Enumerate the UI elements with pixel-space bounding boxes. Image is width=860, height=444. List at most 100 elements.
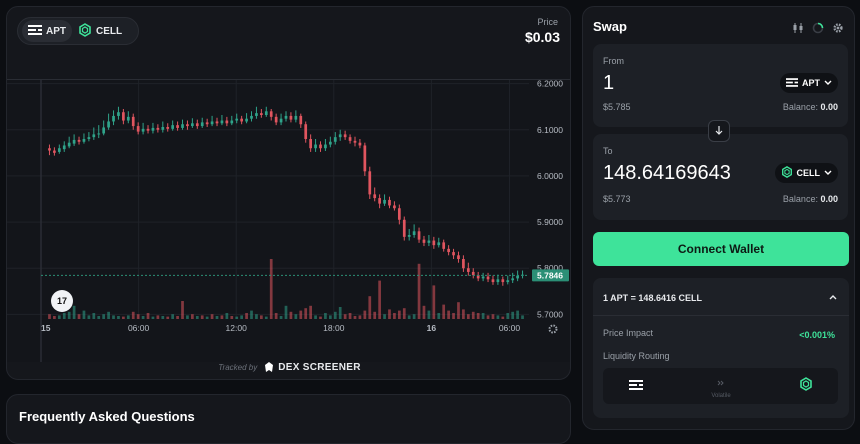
candle-body: [407, 235, 411, 237]
candle-body: [476, 275, 480, 279]
to-label: To: [603, 146, 613, 156]
to-token-select[interactable]: CELL: [774, 163, 838, 183]
volume-bar: [240, 315, 244, 319]
candle-body: [442, 242, 446, 249]
volume-bar: [393, 313, 396, 319]
volume-bar: [279, 316, 283, 319]
candle-body: [496, 279, 500, 283]
candle-body: [304, 124, 308, 139]
candle-body: [117, 112, 120, 116]
volume-bar: [245, 313, 248, 319]
chevron-up-icon[interactable]: [827, 290, 839, 308]
swap-title: Swap: [593, 19, 627, 34]
volume-bar: [511, 311, 515, 319]
candle-body: [314, 144, 317, 149]
candle-body: [373, 194, 377, 199]
candles-icon[interactable]: [792, 21, 804, 39]
volume-bar: [501, 316, 505, 319]
candle-body: [161, 127, 165, 130]
candle-body: [230, 120, 234, 124]
candle-body: [269, 111, 273, 117]
volume-bar: [102, 314, 106, 319]
volume-bar: [304, 308, 308, 319]
volume-bar: [146, 313, 150, 319]
candlestick-chart[interactable]: 6.2000 6.1000 6.0000 5.9000 5.8000 5.7000 15 06…: [7, 79, 570, 362]
volume-bar: [107, 311, 110, 319]
candle-body: [215, 121, 219, 124]
rate-row[interactable]: 1 APT = 148.6416 CELL: [593, 278, 849, 316]
candle-body: [319, 144, 322, 149]
volume-bar: [442, 304, 446, 319]
x-tick-label: 18:00: [323, 323, 345, 333]
dexscreener-logo[interactable]: DEX SCREENER: [263, 361, 361, 373]
candle-body: [62, 145, 66, 150]
candle-body: [397, 208, 401, 220]
candle-body: [67, 142, 71, 147]
volume-bar: [324, 313, 327, 319]
volume-bar: [353, 316, 357, 319]
pair-base[interactable]: APT: [22, 20, 72, 42]
faq-panel: Frequently Asked Questions: [6, 394, 571, 444]
from-box: From 1 APT $5.785 Balance: 0.00: [593, 44, 848, 127]
exchange-rate: 1 APT = 148.6416 CELL: [603, 293, 702, 303]
volume-bar: [466, 314, 470, 319]
chevron-down-icon: [824, 78, 832, 88]
candle-body: [383, 199, 386, 204]
candle-body: [471, 271, 475, 276]
swap-direction-button[interactable]: [708, 120, 730, 142]
volume-bar: [496, 315, 500, 319]
candle-body: [393, 205, 396, 209]
from-token-label: APT: [802, 78, 820, 88]
candle-body: [146, 128, 150, 131]
x-tick-label: 06:00: [128, 323, 150, 333]
candle-body: [388, 199, 391, 206]
volume-bar: [447, 310, 450, 319]
from-balance-label: Balance:: [782, 102, 818, 112]
candle-body: [378, 198, 381, 204]
volume-bar: [338, 307, 342, 319]
tracked-by-label: Tracked by: [218, 362, 258, 372]
candle-body: [422, 239, 426, 243]
candle-body: [186, 124, 189, 127]
volume-bar: [48, 314, 51, 319]
candle-body: [417, 231, 421, 240]
candle-body: [195, 123, 199, 127]
volume-bar: [521, 315, 524, 319]
gear-icon[interactable]: [832, 21, 844, 39]
tradingview-logo-text: 17: [56, 296, 67, 306]
x-tick-label: 06:00: [499, 323, 521, 333]
candle-body: [368, 171, 372, 195]
tradingview-logo[interactable]: 17: [51, 290, 73, 312]
to-usd-value: $5.773: [603, 194, 631, 204]
volume-bar: [97, 316, 101, 319]
candle-body: [284, 115, 288, 119]
connect-wallet-button[interactable]: Connect Wallet: [593, 232, 849, 266]
from-token-select[interactable]: APT: [780, 73, 838, 93]
volume-bar: [141, 316, 145, 319]
candle-body: [274, 116, 278, 123]
candle-body: [452, 252, 455, 256]
spinner-icon[interactable]: [812, 21, 824, 39]
volume-bar: [462, 309, 465, 319]
candle-body: [260, 113, 263, 115]
to-amount-output[interactable]: 148.64169643: [603, 162, 731, 184]
volume-bar: [437, 313, 441, 319]
volume-bar: [166, 316, 170, 319]
volume-bar: [181, 301, 184, 319]
candle-body: [166, 127, 170, 129]
y-tick-label: 5.8000: [537, 263, 563, 273]
volume-bar: [205, 316, 209, 319]
candle-body: [491, 279, 495, 283]
volume-bar: [77, 314, 81, 319]
price-label: Price: [537, 17, 558, 27]
pair-quote[interactable]: CELL: [72, 20, 128, 42]
candle-body: [235, 118, 239, 121]
arrow-down-icon: [714, 122, 724, 140]
from-amount-input[interactable]: 1: [603, 72, 615, 94]
candle-body: [72, 139, 76, 144]
candle-body: [97, 133, 101, 135]
volume-bar: [397, 310, 401, 319]
candle-body: [141, 128, 145, 132]
from-label: From: [603, 56, 624, 66]
to-balance-label: Balance:: [782, 194, 818, 204]
